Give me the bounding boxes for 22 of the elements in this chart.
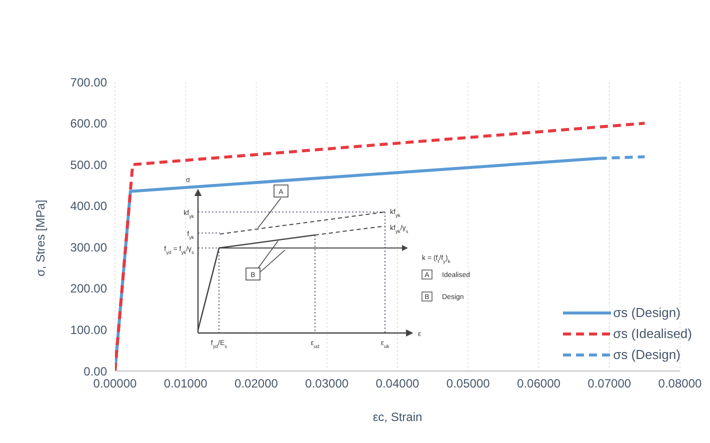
y-tick-label: 400.00 xyxy=(70,199,108,214)
x-tick-label: 0.04000 xyxy=(376,376,420,391)
x-tick-label: 0.01000 xyxy=(164,376,208,391)
y-tick-label: 100.00 xyxy=(70,322,108,337)
legend-label: σs (Idealised) xyxy=(613,325,692,343)
x-tick-label: 0.06000 xyxy=(517,376,561,391)
x-tick-label: 0.07000 xyxy=(588,376,632,391)
legend-label: σs (Design) xyxy=(613,304,680,322)
y-tick-label: 600.00 xyxy=(70,116,108,131)
x-tick-label: 0.03000 xyxy=(305,376,349,391)
x-tick-label: 0.05000 xyxy=(446,376,490,391)
y-tick-label: 0.00 xyxy=(84,364,108,378)
x-axis-title: εc, Strain xyxy=(372,410,422,424)
y-tick-label: 700.00 xyxy=(70,75,108,90)
x-tick-label: 0.02000 xyxy=(234,376,278,391)
x-tick-label: 0.08000 xyxy=(658,376,702,391)
x-tick-label: 0.00000 xyxy=(93,376,138,391)
y-axis-title: σ, Stres [MPa] xyxy=(33,200,48,276)
y-tick-label: 200.00 xyxy=(70,282,108,296)
legend-label: σs (Design) xyxy=(613,346,680,364)
y-tick-label: 300.00 xyxy=(70,240,108,254)
y-tick-label: 500.00 xyxy=(70,158,108,172)
